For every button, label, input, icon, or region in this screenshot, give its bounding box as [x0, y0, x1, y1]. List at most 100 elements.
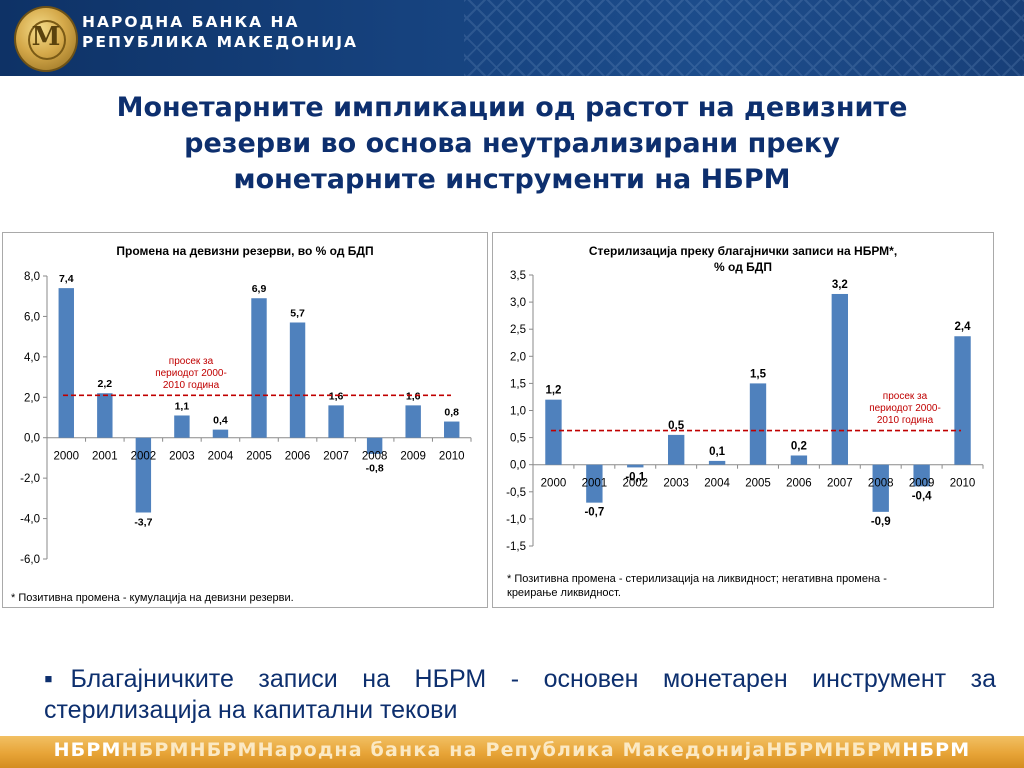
- data-label: 0,2: [791, 440, 807, 452]
- y-tick-label: 3,0: [510, 297, 526, 309]
- data-label: 2,2: [98, 378, 113, 390]
- x-tick-label: 2009: [909, 478, 935, 490]
- chart-footnote: креирање ликвидност.: [507, 587, 621, 599]
- footer-text: НБРМНБРМНБРМНародна банка на Република М…: [0, 739, 1024, 761]
- data-label: -0,1: [625, 471, 645, 483]
- data-label: 7,4: [59, 273, 74, 285]
- bar: [708, 460, 726, 465]
- data-label: 5,7: [290, 307, 305, 319]
- slide-title: Монетарните импликации од растот на деви…: [40, 90, 984, 198]
- y-tick-label: -0,5: [506, 487, 526, 499]
- bullet-marker-icon: ▪: [44, 665, 71, 693]
- footer-segment: НБРМ: [766, 739, 835, 761]
- footer-segment: НБРМ: [834, 739, 903, 761]
- bar: [913, 464, 930, 487]
- data-label: -0,7: [584, 507, 604, 519]
- y-tick-label: 8,0: [24, 271, 40, 283]
- footer-segment: НБРМ: [53, 739, 122, 761]
- x-tick-label: 2001: [92, 451, 118, 463]
- x-tick-label: 2010: [950, 478, 976, 490]
- data-label: 1,6: [329, 390, 344, 402]
- bar: [954, 336, 971, 465]
- bar: [251, 298, 267, 438]
- reserves-chart: Промена на девизни резерви, во % од БДП 8…: [11, 244, 472, 604]
- footer-bar: НБРМНБРМНБРМНародна банка на Република М…: [0, 736, 1024, 768]
- bank-name-line1: НАРОДНА БАНКА НА: [82, 13, 300, 31]
- y-tick-label: 0,0: [24, 433, 40, 445]
- bar: [586, 464, 603, 503]
- average-label: просек за: [883, 391, 928, 402]
- x-tick-label: 2000: [53, 451, 79, 463]
- x-tick-label: 2001: [582, 478, 608, 490]
- y-tick-label: -6,0: [20, 554, 40, 566]
- footer-segment: НБРМ: [189, 739, 258, 761]
- header-ornament: [464, 0, 1024, 76]
- bar: [366, 437, 383, 454]
- bar: [174, 415, 190, 438]
- bank-name-line2: РЕПУБЛИКА МАКЕДОНИЈА: [82, 33, 358, 51]
- y-tick-label: 2,0: [510, 351, 526, 363]
- data-label: 6,9: [252, 283, 267, 295]
- bullet-text: Благајничките записи на НБРМ - основен м…: [44, 665, 996, 724]
- y-tick-label: 2,0: [24, 392, 40, 404]
- x-tick-label: 2006: [285, 451, 311, 463]
- data-label: 2,4: [955, 321, 972, 333]
- data-label: -0,4: [912, 490, 932, 502]
- x-tick-label: 2000: [541, 478, 567, 490]
- bar: [328, 405, 344, 438]
- bank-logo-icon: М: [14, 6, 78, 72]
- data-label: -0,8: [366, 463, 384, 475]
- y-tick-label: 3,5: [510, 270, 526, 282]
- bar: [545, 399, 562, 465]
- chart-panel-reserves: Промена на девизни резерви, во % од БДП 8…: [2, 232, 488, 608]
- bar: [212, 429, 229, 438]
- average-label: 2010 година: [877, 415, 934, 426]
- y-tick-label: 2,5: [510, 324, 526, 336]
- chart-title: Промена на девизни резерви, во % од БДП: [116, 244, 373, 258]
- footer-segment: НБРМ: [121, 739, 190, 761]
- chart-title: Стерилизација преку благајнички записи н…: [589, 244, 897, 258]
- x-tick-label: 2008: [868, 478, 894, 490]
- data-label: 0,4: [213, 415, 228, 427]
- y-tick-label: -1,5: [506, 541, 526, 553]
- y-tick-label: 1,0: [510, 406, 526, 418]
- y-tick-label: 0,5: [510, 433, 526, 445]
- x-tick-label: 2002: [622, 478, 648, 490]
- sterilization-chart: Стерилизација преку благајнички записи н…: [506, 244, 984, 599]
- x-tick-label: 2006: [786, 478, 812, 490]
- y-tick-label: 6,0: [24, 311, 40, 323]
- x-tick-label: 2003: [169, 451, 195, 463]
- data-label: -0,9: [871, 516, 891, 528]
- slide-title-line2: резерви во основа неутрализирани преку: [184, 128, 840, 159]
- average-label: просек за: [169, 356, 214, 367]
- data-label: 0,1: [709, 446, 726, 458]
- bar: [831, 293, 848, 465]
- y-tick-label: 1,5: [510, 378, 526, 390]
- bar: [790, 455, 808, 465]
- average-label: 2010 година: [163, 380, 220, 391]
- data-label: 3,2: [832, 279, 848, 291]
- bar: [289, 322, 306, 438]
- x-tick-label: 2008: [362, 451, 388, 463]
- y-tick-label: -2,0: [20, 473, 40, 485]
- footer-segment: Народна банка на Република Македонија: [257, 739, 767, 761]
- chart-footnote: * Позитивна промена - стерилизација на л…: [507, 573, 887, 585]
- average-label: периодот 2000-: [869, 403, 941, 414]
- bar: [668, 434, 685, 465]
- logo-letter: М: [31, 22, 61, 52]
- bar: [405, 405, 421, 438]
- data-label: 0,8: [444, 407, 459, 419]
- chart-footnote: * Позитивна промена - кумулација на деви…: [11, 592, 294, 604]
- footer-segment: НБРМ: [902, 739, 971, 761]
- slide-title-line3: монетарните инструменти на НБРМ: [233, 164, 791, 195]
- slide-title-line1: Монетарните импликации од растот на деви…: [116, 92, 908, 123]
- chart-subtitle: % од БДП: [714, 260, 772, 274]
- x-tick-label: 2007: [827, 478, 853, 490]
- data-label: 1,5: [750, 368, 767, 380]
- data-label: 1,2: [545, 385, 561, 397]
- bar: [627, 464, 644, 468]
- y-tick-label: 0,0: [510, 460, 526, 472]
- y-tick-label: -1,0: [506, 514, 526, 526]
- bank-name: НАРОДНА БАНКА НА РЕПУБЛИКА МАКЕДОНИЈА: [82, 12, 358, 52]
- bar: [444, 421, 460, 438]
